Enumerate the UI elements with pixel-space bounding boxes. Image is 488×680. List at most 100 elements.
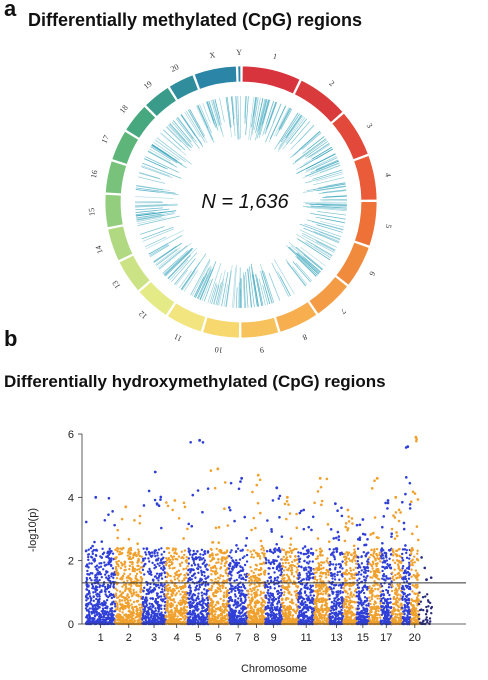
- snp-point: [120, 517, 124, 521]
- snp-point: [286, 579, 289, 583]
- snp-point: [86, 572, 89, 576]
- snp-point: [293, 582, 297, 586]
- snp-point: [179, 599, 182, 602]
- dmr-line: [296, 256, 317, 277]
- snp-point: [153, 552, 156, 555]
- dmr-line: [162, 258, 180, 274]
- snp-point: [116, 528, 119, 532]
- snp-point: [165, 604, 168, 608]
- dmr-line: [198, 269, 212, 300]
- snp-point: [219, 590, 222, 593]
- snp-point: [192, 598, 195, 602]
- snp-point: [187, 557, 191, 560]
- snp-point: [315, 595, 319, 599]
- snp-point: [170, 594, 174, 597]
- snp-point: [183, 574, 187, 577]
- dmr-line: [325, 195, 347, 198]
- snp-point: [321, 593, 325, 596]
- snp-point: [101, 612, 105, 615]
- snp-point: [187, 618, 190, 621]
- dmr-line: [136, 212, 175, 219]
- snp-point: [207, 575, 210, 578]
- chromosome-label-18: 18: [118, 103, 130, 115]
- snp-point: [120, 604, 123, 607]
- dmr-line: [303, 185, 346, 193]
- snp-point: [156, 606, 160, 609]
- dmr-line: [299, 229, 337, 248]
- snp-point: [95, 567, 98, 571]
- dmr-line: [257, 283, 263, 306]
- snp-point: [145, 603, 149, 607]
- snp-point: [258, 615, 261, 618]
- dmr-line: [302, 163, 340, 179]
- snp-point: [281, 577, 284, 581]
- dmr-line: [235, 96, 239, 140]
- snp-point: [102, 568, 105, 571]
- dmr-line: [304, 223, 342, 238]
- snp-point: [94, 590, 97, 594]
- snp-point: [121, 585, 124, 588]
- peak-point: [124, 505, 128, 509]
- dmr-line: [151, 145, 187, 169]
- snp-point: [303, 559, 306, 563]
- dmr-line: [254, 97, 261, 131]
- chromosome-segment-5: [354, 201, 378, 247]
- snp-point: [243, 613, 246, 616]
- snp-point: [231, 585, 234, 588]
- snp-point: [224, 561, 228, 564]
- snp-point: [270, 527, 273, 531]
- snp-point: [152, 579, 155, 582]
- snp-point: [221, 556, 224, 559]
- snp-point: [200, 594, 204, 597]
- snp-point: [195, 597, 198, 600]
- snp-point: [115, 596, 119, 599]
- dmr-line: [300, 247, 326, 267]
- chromosome-label-20: 20: [169, 62, 180, 74]
- snp-point: [160, 553, 163, 556]
- snp-point: [159, 590, 163, 594]
- snp-point: [327, 573, 330, 577]
- snp-point: [94, 576, 97, 579]
- snp-point: [163, 550, 166, 554]
- dmr-line: [154, 139, 186, 163]
- snp-point: [148, 567, 151, 571]
- snp-point: [260, 544, 264, 548]
- snp-point: [168, 560, 171, 564]
- snp-point: [143, 557, 147, 560]
- dmr-line: [144, 236, 167, 248]
- snp-point: [109, 563, 113, 567]
- snp-point: [233, 579, 236, 583]
- chromosome-segment-6: [335, 241, 370, 286]
- dmr-line: [292, 131, 321, 157]
- dmr-line: [265, 103, 282, 143]
- n-count-label: N = 1,636: [201, 191, 289, 213]
- snp-point: [288, 604, 291, 608]
- snp-point: [144, 599, 148, 603]
- snp-point: [114, 548, 117, 551]
- dmr-line: [181, 114, 203, 145]
- snp-point: [140, 555, 143, 558]
- snp-point: [229, 561, 232, 565]
- snp-point: [281, 620, 284, 623]
- snp-point: [250, 589, 254, 592]
- snp-point: [220, 551, 223, 554]
- dmr-line: [322, 195, 347, 198]
- snp-point: [90, 556, 94, 559]
- snp-point: [203, 571, 206, 574]
- snp-point: [199, 603, 202, 606]
- dmr-line: [320, 220, 345, 228]
- snp-point: [197, 592, 200, 595]
- snp-point: [174, 547, 177, 551]
- dmr-line: [173, 120, 192, 143]
- dmr-line: [171, 252, 198, 283]
- snp-point: [210, 610, 213, 614]
- snp-point: [132, 591, 136, 595]
- snp-point: [311, 551, 315, 555]
- snp-point: [282, 569, 286, 572]
- chromosome-segment-1: [241, 65, 301, 95]
- snp-point: [220, 618, 224, 622]
- dmr-line: [278, 112, 299, 145]
- snp-point: [298, 557, 302, 561]
- snp-point: [224, 586, 228, 590]
- snp-point: [326, 587, 330, 590]
